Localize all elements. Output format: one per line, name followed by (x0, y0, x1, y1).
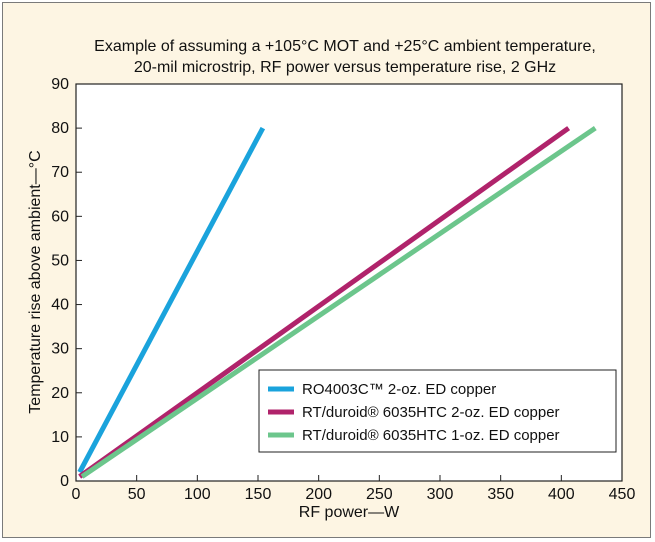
y-tick-label: 20 (51, 385, 69, 402)
legend-label-2: RT/duroid® 6035HTC 2-oz. ED copper (302, 404, 560, 421)
x-tick-label: 150 (245, 486, 272, 503)
series-line-1 (77, 126, 266, 474)
y-tick-label: 80 (51, 120, 69, 137)
x-tick-label: 100 (184, 486, 211, 503)
x-axis-ticks: 0 50 100 150 200 250 300 350 400 450 (72, 475, 636, 503)
y-axis-label: Temperature rise above ambient—°C (27, 150, 44, 413)
chart-title-line-2: 20-mil microstrip, RF power versus tempe… (134, 59, 556, 76)
x-tick-label: 450 (609, 486, 636, 503)
x-tick-label: 350 (487, 486, 514, 503)
series-line-3 (80, 126, 597, 479)
x-tick-label: 250 (366, 486, 393, 503)
y-axis-ticks: 0 10 20 30 40 50 60 70 80 90 (51, 76, 82, 490)
legend-label-3: RT/duroid® 6035HTC 1-oz. ED copper (302, 427, 560, 444)
y-tick-label: 0 (60, 473, 69, 490)
legend: RO4003C™ 2-oz. ED copper RT/duroid® 6035H… (258, 369, 617, 453)
series-lines (77, 126, 597, 479)
legend-label-1: RO4003C™ 2-oz. ED copper (302, 381, 496, 398)
chart-title-line-1: Example of assuming a +105°C MOT and +25… (94, 38, 596, 55)
legend-box (258, 369, 617, 453)
y-tick-label: 90 (51, 76, 69, 93)
y-tick-label: 70 (51, 164, 69, 181)
y-tick-label: 40 (51, 297, 69, 314)
y-tick-label: 30 (51, 341, 69, 358)
y-tick-label: 50 (51, 252, 69, 269)
x-tick-label: 0 (72, 486, 81, 503)
x-tick-label: 200 (305, 486, 332, 503)
y-tick-label: 10 (51, 429, 69, 446)
series-line-2 (78, 126, 571, 479)
x-axis-label: RF power—W (299, 504, 400, 521)
y-tick-label: 60 (51, 208, 69, 225)
x-tick-label: 400 (548, 486, 575, 503)
x-tick-label: 300 (427, 486, 454, 503)
x-tick-label: 50 (128, 486, 146, 503)
